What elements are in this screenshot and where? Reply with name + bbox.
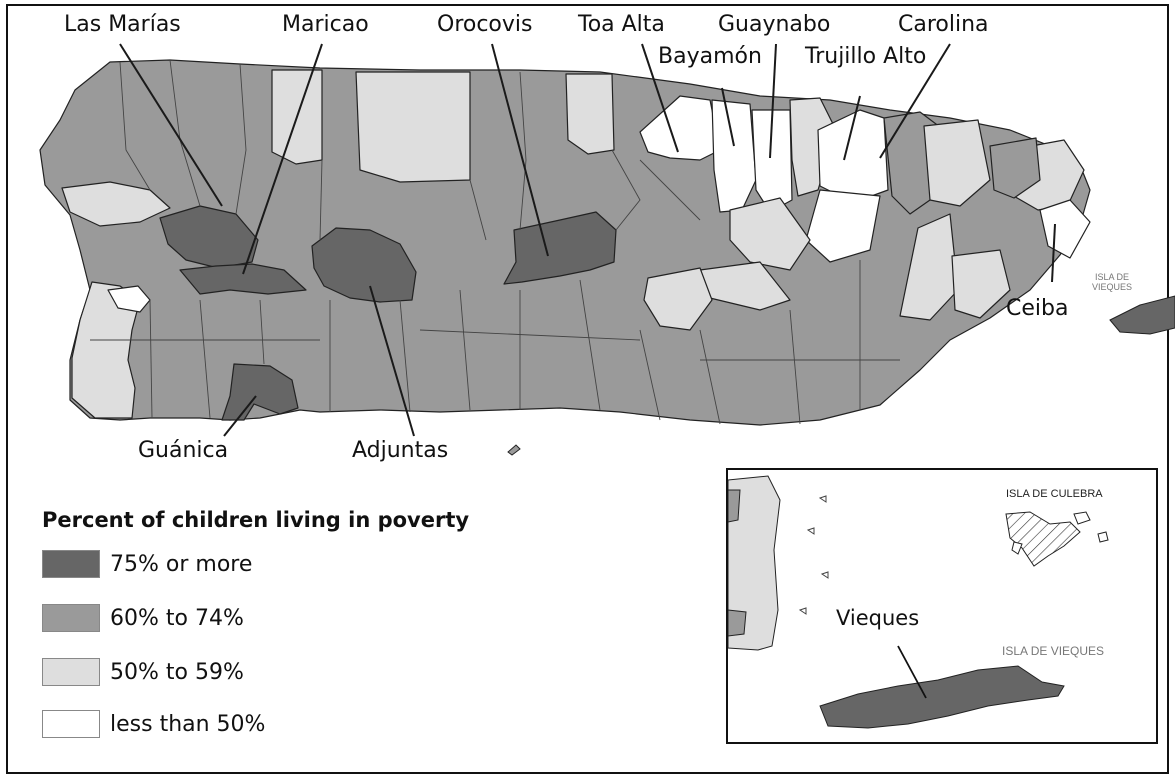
inset-small-island	[806, 527, 815, 535]
muni-trujillo-alto	[817, 109, 889, 199]
label-bayamon: Bayamón	[658, 44, 762, 69]
muni-hatillo-arecibo	[355, 71, 471, 183]
legend-swatch	[42, 658, 100, 686]
label-trujillo-alto: Trujillo Alto	[805, 44, 927, 69]
legend-label: 50% to 59%	[110, 660, 244, 685]
muni-las-marias	[159, 205, 259, 269]
island-desecheo	[507, 444, 521, 456]
inset-culebra-islet	[1097, 531, 1109, 543]
muni-caguas-area	[805, 189, 881, 263]
muni-guanica	[221, 363, 299, 421]
muni-orocovis	[503, 211, 617, 285]
inset-culebra-islet	[1011, 541, 1023, 555]
label-isla-de-vieques-main: ISLA DE VIEQUES	[1092, 272, 1133, 292]
label-las-marias: Las Marías	[64, 12, 181, 37]
legend-label: 60% to 74%	[110, 606, 244, 631]
legend-title: Percent of children living in poverty	[42, 508, 470, 532]
muni-aguas-buenas	[729, 197, 811, 271]
label-adjuntas: Adjuntas	[352, 438, 449, 463]
muni-maricao	[179, 263, 307, 295]
island-vieques-main	[1109, 295, 1175, 335]
label-ceiba: Ceiba	[1006, 296, 1069, 321]
inset-culebra	[1005, 511, 1081, 567]
leader-lines	[119, 43, 1056, 437]
muni-rio-grande	[923, 119, 991, 207]
label-guaynabo: Guaynabo	[718, 12, 831, 37]
legend-label: less than 50%	[110, 712, 266, 737]
label-maricao: Maricao	[282, 12, 369, 37]
inset-vieques-leader	[897, 645, 927, 699]
muni-adjuntas	[311, 227, 417, 303]
legend-swatch	[42, 710, 100, 738]
label-guanica: Guánica	[138, 438, 229, 463]
inset-mainland-east	[728, 475, 781, 651]
label-vieques: Vieques	[836, 606, 920, 630]
muni-fajardo	[989, 137, 1041, 199]
muni-naguabo	[899, 213, 959, 321]
muni-toa-baja	[639, 95, 721, 161]
muni-san-juan	[789, 97, 837, 197]
muni-anasco	[61, 181, 171, 227]
label-orocovis: Orocovis	[437, 12, 533, 37]
muni-barceloneta	[565, 73, 615, 155]
inset-svg	[728, 475, 1109, 729]
legend-swatch	[42, 604, 100, 632]
muni-cayey	[643, 267, 713, 331]
label-toa-alta: Toa Alta	[578, 12, 665, 37]
muni-bayamon	[711, 99, 757, 213]
inset-culebra-islet	[1073, 511, 1091, 525]
inset-small-island	[798, 607, 807, 615]
inset-small-island	[818, 495, 827, 503]
muni-humacao	[951, 249, 1011, 319]
label-isla-de-vieques-inset: ISLA DE VIEQUES	[1002, 644, 1105, 658]
label-isla-de-culebra: ISLA DE CULEBRA	[1006, 488, 1103, 500]
inset-small-island	[820, 571, 829, 579]
muni-hormigueros	[107, 285, 151, 313]
legend-label: 75% or more	[110, 552, 253, 577]
inset-mainland-grey-south	[728, 609, 747, 637]
legend-swatch	[42, 550, 100, 578]
inset-vieques	[819, 665, 1065, 729]
inset-map: ISLA DE CULEBRA ISLA DE VIEQUES Vieques	[726, 468, 1158, 744]
muni-ceiba	[1039, 199, 1091, 259]
municipality-boundaries	[90, 59, 900, 425]
label-carolina: Carolina	[898, 12, 989, 37]
inset-mainland-grey	[728, 489, 741, 523]
